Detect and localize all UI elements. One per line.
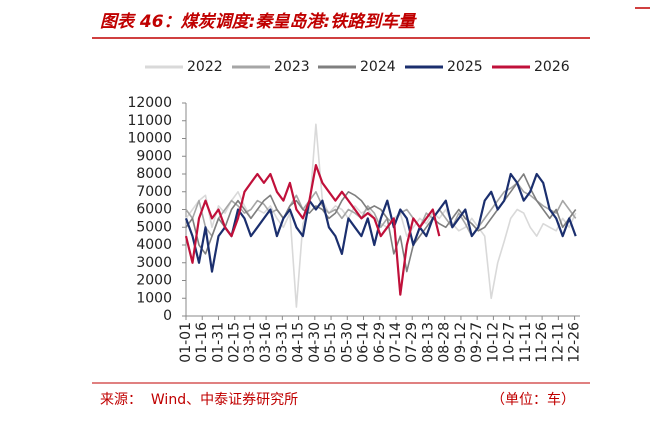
- x-tick-label: 02-15: [227, 322, 243, 363]
- y-tick-label: 8000: [136, 166, 172, 182]
- x-tick-label: 05-15: [323, 322, 339, 363]
- x-tick-label: 01-01: [178, 322, 194, 363]
- y-tick-label: 12000: [127, 95, 172, 111]
- y-tick-label: 3000: [136, 255, 172, 271]
- chart-title: 图表 46：煤炭调度:秦皇岛港:铁路到车量: [100, 12, 417, 32]
- unit: （单位：车）: [491, 391, 575, 408]
- legend-label: 2024: [360, 59, 396, 75]
- x-tick-label: 08-28: [437, 322, 453, 363]
- y-tick-label: 1000: [136, 290, 172, 306]
- x-tick-label: 03-01: [242, 322, 258, 363]
- x-tick-label: 12-26: [567, 322, 583, 363]
- series-line: [185, 173, 577, 273]
- y-tick-label: 10000: [127, 131, 172, 147]
- x-tick-label: 08-13: [420, 322, 436, 363]
- x-tick-label: 01-31: [210, 322, 226, 363]
- x-tick-label: 07-29: [404, 322, 420, 363]
- x-tick-label: 03-16: [258, 322, 274, 363]
- x-tick-label: 04-30: [307, 322, 323, 363]
- x-tick-label: 01-16: [194, 322, 210, 363]
- x-tick-label: 03-31: [274, 322, 290, 363]
- x-tick-label: 11-11: [518, 322, 534, 363]
- y-tick-label: 11000: [127, 113, 172, 129]
- x-tick-label: 06-14: [356, 322, 372, 363]
- source: 来源： Wind、中泰证券研究所: [100, 392, 298, 408]
- x-tick-label: 09-12: [453, 322, 469, 363]
- x-tick-label: 06-29: [372, 322, 388, 363]
- y-tick-label: 6000: [136, 202, 172, 218]
- x-tick-label: 10-12: [485, 322, 501, 363]
- y-tick-label: 4000: [136, 237, 172, 253]
- legend-label: 2022: [187, 59, 223, 75]
- y-tick-label: 2000: [136, 273, 172, 289]
- x-tick-label: 10-27: [502, 322, 518, 363]
- series-line: [184, 164, 441, 296]
- x-tick-label: 04-15: [291, 322, 307, 363]
- y-tick-label: 9000: [136, 148, 172, 164]
- y-tick-label: 0: [163, 308, 172, 324]
- x-tick-label: 07-14: [388, 322, 404, 363]
- series-line: [184, 172, 577, 273]
- x-tick-label: 11-26: [534, 322, 550, 363]
- legend-label: 2023: [274, 59, 310, 75]
- legend-label: 2026: [534, 59, 570, 75]
- y-tick-label: 7000: [136, 184, 172, 200]
- y-tick-label: 5000: [136, 219, 172, 235]
- legend-label: 2025: [447, 59, 483, 75]
- series-line: [185, 182, 577, 237]
- x-tick-label: 12-11: [550, 322, 566, 363]
- x-tick-label: 09-27: [469, 322, 485, 363]
- x-tick-label: 05-30: [339, 322, 355, 363]
